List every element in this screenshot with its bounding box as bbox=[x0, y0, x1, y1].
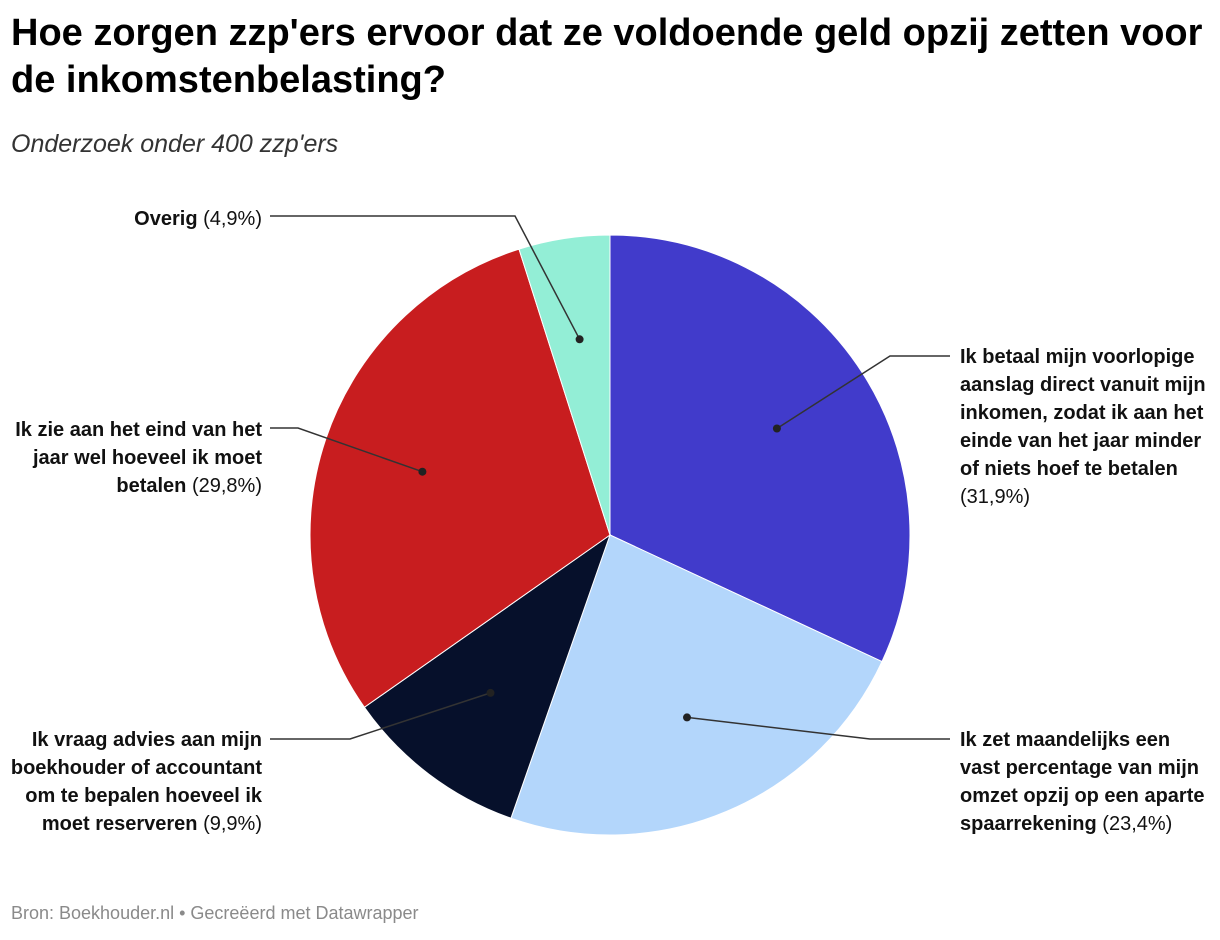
pie-slice-boekhouder-advies bbox=[363, 533, 611, 819]
pie-slice-overig bbox=[518, 234, 611, 536]
leader-dot-overig bbox=[575, 335, 584, 344]
source-note: Bron: Boekhouder.nl • Gecreëerd met Data… bbox=[11, 903, 419, 923]
pie-slice-spaarrekening bbox=[510, 534, 883, 836]
leader-line-boekhouder-advies bbox=[270, 692, 491, 740]
slice-label-voorlopige-aanslag: Ik betaal mijn voorlopige aanslag direct… bbox=[960, 346, 1206, 508]
leader-dot-spaarrekening bbox=[683, 713, 691, 722]
slice-label-boekhouder-advies: Ik vraag advies aan mijn boekhouder of a… bbox=[10, 729, 262, 835]
leader-line-spaarrekening bbox=[686, 716, 950, 740]
chart-title: Hoe zorgen zzp'ers ervoor dat ze voldoen… bbox=[11, 12, 1203, 101]
slice-label-spaarrekening: Ik zet maandelijks een vast percentage v… bbox=[960, 729, 1205, 835]
leader-line-overig bbox=[270, 215, 581, 340]
pie-slice-eind-van-het-jaar bbox=[309, 248, 611, 708]
slice-label-overig: Overig (4,9%) bbox=[134, 208, 262, 230]
leader-dot-eind-van-het-jaar bbox=[418, 467, 427, 476]
leader-dot-boekhouder-advies bbox=[486, 688, 495, 697]
slice-label-eind-van-het-jaar: Ik zie aan het eind van het jaar wel hoe… bbox=[15, 419, 262, 497]
leader-line-voorlopige-aanslag bbox=[776, 355, 950, 430]
chart-subtitle: Onderzoek onder 400 zzp'ers bbox=[11, 130, 339, 158]
leader-dot-voorlopige-aanslag bbox=[772, 424, 781, 433]
leader-line-eind-van-het-jaar bbox=[270, 427, 423, 473]
